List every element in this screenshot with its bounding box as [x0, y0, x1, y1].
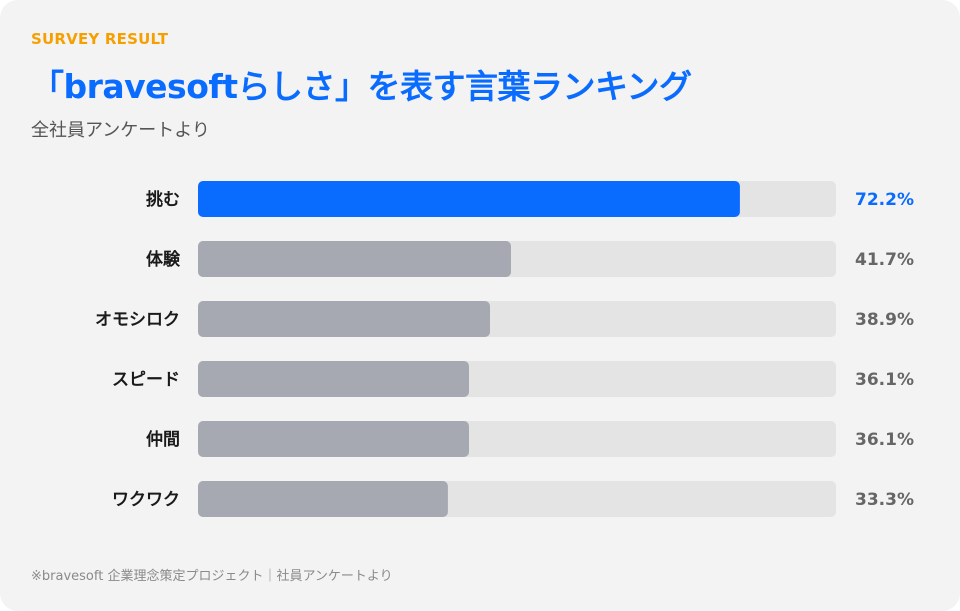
category-label: ワクワク	[112, 490, 180, 510]
value-label: 41.7%	[855, 250, 914, 270]
bar	[198, 361, 469, 397]
category-label: 仲間	[146, 429, 180, 450]
bar	[198, 301, 490, 337]
bar	[198, 181, 740, 217]
eyebrow-label: SURVEY RESULT	[31, 30, 169, 48]
page-title: 「bravesoftらしさ」を表す言葉ランキング	[31, 67, 692, 106]
page-subtitle: 全社員アンケートより	[31, 120, 210, 141]
category-label: 体験	[146, 249, 181, 270]
bar	[198, 241, 511, 277]
source-footnote: ※bravesoft 企業理念策定プロジェクト｜社員アンケートより	[31, 569, 393, 584]
category-label: 挑む	[146, 189, 180, 210]
value-label: 33.3%	[855, 490, 914, 510]
category-label: オモシロク	[95, 310, 180, 330]
value-label: 72.2%	[855, 190, 914, 210]
bar	[198, 421, 469, 457]
bar	[198, 481, 448, 517]
value-label: 36.1%	[855, 370, 914, 390]
value-label: 36.1%	[855, 430, 914, 450]
category-label: スピード	[112, 370, 180, 390]
value-label: 38.9%	[855, 310, 914, 330]
